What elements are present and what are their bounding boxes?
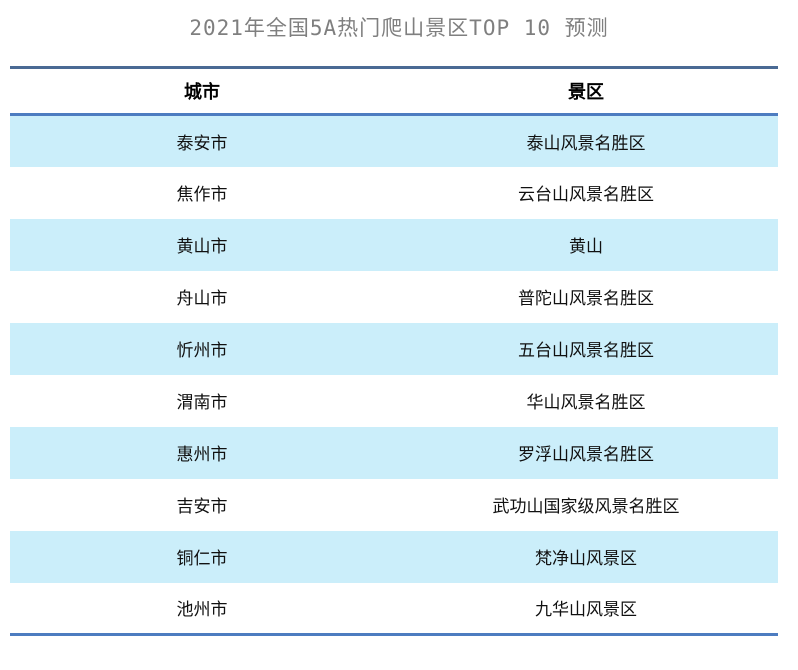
- table-row: 吉安市 武功山国家级风景名胜区: [10, 478, 778, 531]
- scenic-area-cell: 泰山风景名胜区: [526, 133, 646, 154]
- city-cell: 黄山市: [176, 237, 228, 257]
- scenic-area-cell: 梵净山风景区: [535, 549, 637, 569]
- page-title: 2021年全国5A热门爬山景区TOP 10 预测: [189, 16, 609, 40]
- city-cell: 铜仁市: [176, 549, 228, 569]
- scenic-area-cell: 武功山国家级风景名胜区: [492, 497, 680, 517]
- top10-table: 城市 景区 泰安市 泰山风景名胜区焦作市 云台山风景名胜区黄山市 黄山舟山市 普陀山风景…: [10, 66, 778, 636]
- col-header-city: 城市: [10, 67, 394, 116]
- scenic-area-cell: 普陀山风景名胜区: [518, 289, 654, 309]
- table-row: 焦作市 云台山风景名胜区: [10, 166, 778, 219]
- scenic-area-cell: 云台山风景名胜区: [518, 185, 654, 205]
- table-row: 渭南市 华山风景名胜区: [10, 374, 778, 427]
- table-row: 黄山市 黄山: [10, 218, 778, 271]
- scenic-area-cell: 罗浮山风景名胜区: [518, 445, 654, 465]
- city-cell: 吉安市: [176, 497, 228, 517]
- city-cell: 忻州市: [176, 341, 228, 361]
- table-body: 泰安市 泰山风景名胜区焦作市 云台山风景名胜区黄山市 黄山舟山市 普陀山风景名胜区忻州市…: [10, 114, 778, 635]
- scenic-area-cell: 华山风景名胜区: [526, 393, 646, 413]
- table-row: 铜仁市 梵净山风景区: [10, 530, 778, 583]
- city-cell: 池州市: [176, 600, 228, 621]
- col-header-scenic-area: 景区: [394, 67, 778, 116]
- city-cell: 焦作市: [176, 185, 228, 205]
- scenic-area-cell: 五台山风景名胜区: [518, 341, 654, 361]
- scenic-area-cell: 黄山: [569, 237, 603, 257]
- table-row: 泰安市 泰山风景名胜区: [10, 114, 778, 167]
- city-cell: 泰安市: [176, 133, 228, 154]
- header-row: 城市 景区: [10, 67, 778, 116]
- city-cell: 舟山市: [176, 289, 228, 309]
- table-row: 池州市 九华山风景区: [10, 582, 778, 635]
- city-cell: 渭南市: [176, 393, 228, 413]
- table-row: 忻州市 五台山风景名胜区: [10, 322, 778, 375]
- scenic-area-cell: 九华山风景区: [535, 600, 637, 621]
- table-row: 惠州市 罗浮山风景名胜区: [10, 426, 778, 479]
- city-cell: 惠州市: [176, 445, 228, 465]
- table-row: 舟山市 普陀山风景名胜区: [10, 270, 778, 323]
- table-header: 城市 景区: [10, 67, 778, 116]
